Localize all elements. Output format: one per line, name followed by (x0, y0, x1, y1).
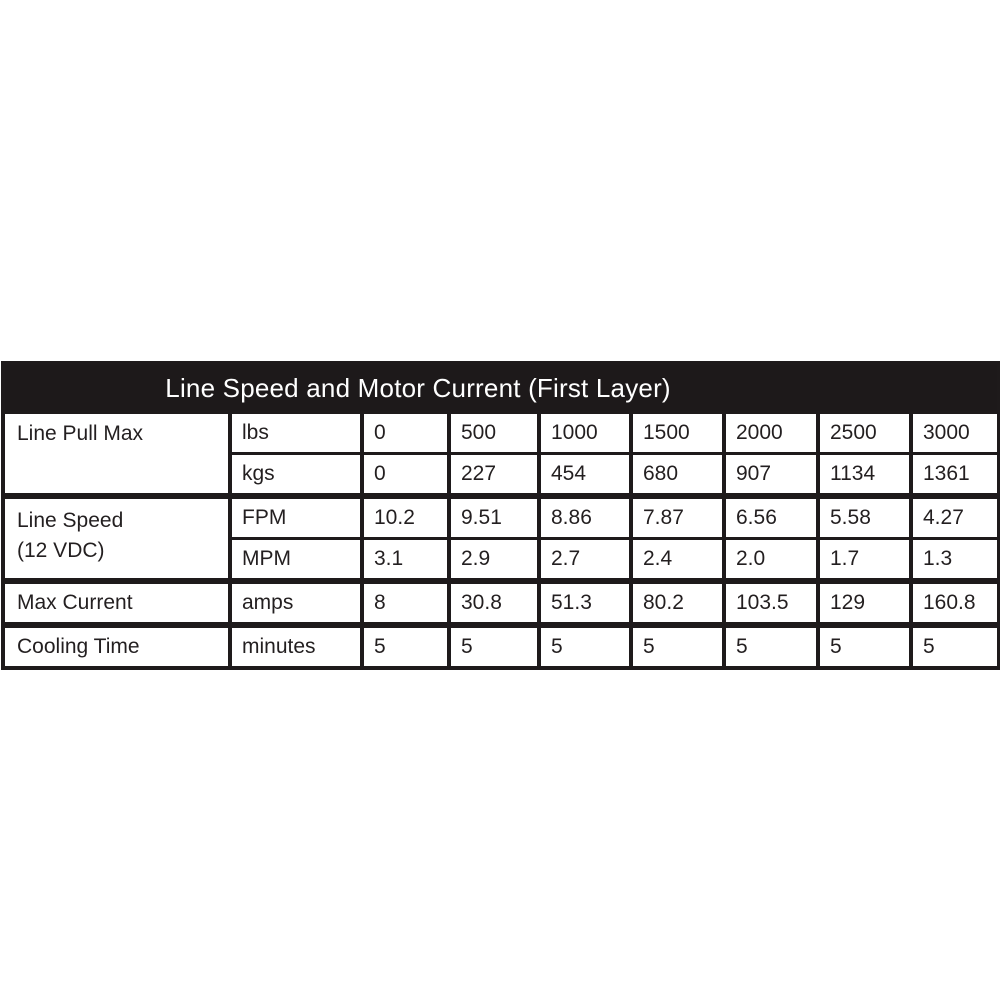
unit-cell-amps: amps (228, 578, 364, 627)
value-cell: 5 (722, 622, 820, 670)
value-cell: 1500 (629, 411, 726, 455)
unit-cell-lbs: lbs (228, 411, 364, 455)
unit-cell-minutes: minutes (228, 622, 364, 670)
table-title-row: Line Speed and Motor Current (First Laye… (3, 363, 1000, 413)
row-label-line-speed: Line Speed (12 VDC) (1, 493, 232, 583)
row-label-line-speed-line2: (12 VDC) (17, 539, 105, 562)
row-label-line-pull-max: Line Pull Max (1, 411, 232, 498)
table-row-lbs: Line Pull Max lbs 0 500 1000 1500 2000 2… (1, 411, 1000, 498)
value-cell: 0 (360, 452, 451, 498)
table-row-kgs: kgs 0 227 454 680 907 1134 1361 (3, 452, 1000, 498)
value-cell: 1134 (816, 452, 913, 498)
table-row-mpm: MPM 3.1 2.9 2.7 2.4 2.0 1.7 1.3 (3, 537, 1000, 583)
value-cell: 227 (447, 452, 541, 498)
value-cell: 0 (360, 411, 451, 455)
row-label-cooling-time: Cooling Time (1, 622, 232, 670)
value-cell: 2.4 (629, 537, 726, 583)
value-cell: 907 (722, 452, 820, 498)
table-row-max-current: Max Current amps 8 30.8 51.3 80.2 103.5 … (1, 578, 1000, 627)
value-cell: 1.7 (816, 537, 913, 583)
value-cell: 5 (816, 622, 913, 670)
value-cell: 2500 (816, 411, 913, 455)
value-cell: 10.2 (360, 493, 451, 540)
value-cell: 2.0 (722, 537, 820, 583)
spec-table: Line Speed and Motor Current (First Laye… (1, 361, 1000, 670)
unit-cell-mpm: MPM (228, 537, 364, 583)
value-cell: 9.51 (447, 493, 541, 540)
value-cell: 3000 (908, 411, 1000, 455)
value-cell: 7.87 (629, 493, 726, 540)
value-cell: 129 (816, 578, 913, 627)
value-cell: 30.8 (447, 578, 541, 627)
value-cell: 80.2 (629, 578, 726, 627)
value-cell: 8.86 (537, 493, 633, 540)
value-cell: 3.1 (360, 537, 451, 583)
value-cell: 5 (447, 622, 541, 670)
value-cell: 454 (537, 452, 633, 498)
value-cell: 5 (537, 622, 633, 670)
value-cell: 2.7 (537, 537, 633, 583)
value-cell: 8 (360, 578, 451, 627)
value-cell: 160.8 (908, 578, 1000, 627)
value-cell: 2.9 (447, 537, 541, 583)
table-row-fpm: Line Speed (12 VDC) FPM 10.2 9.51 8.86 7… (1, 493, 1000, 583)
value-cell: 1361 (908, 452, 1000, 498)
value-cell: 6.56 (722, 493, 820, 540)
value-cell: 2000 (722, 411, 820, 455)
value-cell: 5.58 (816, 493, 913, 540)
value-cell: 680 (629, 452, 726, 498)
table-row-cooling-time: Cooling Time minutes 5 5 5 5 5 5 5 (1, 622, 1000, 670)
row-label-max-current: Max Current (1, 578, 232, 627)
value-cell: 4.27 (908, 493, 1000, 540)
unit-cell-fpm: FPM (228, 493, 364, 540)
value-cell: 500 (447, 411, 541, 455)
value-cell: 103.5 (722, 578, 820, 627)
value-cell: 1.3 (908, 537, 1000, 583)
value-cell: 5 (629, 622, 726, 670)
row-label-line-speed-line1: Line Speed (17, 509, 124, 532)
value-cell: 5 (360, 622, 451, 670)
value-cell: 51.3 (537, 578, 633, 627)
unit-cell-kgs: kgs (228, 452, 364, 498)
value-cell: 1000 (537, 411, 633, 455)
table-title: Line Speed and Motor Current (First Laye… (3, 363, 1000, 413)
value-cell: 5 (908, 622, 1000, 670)
